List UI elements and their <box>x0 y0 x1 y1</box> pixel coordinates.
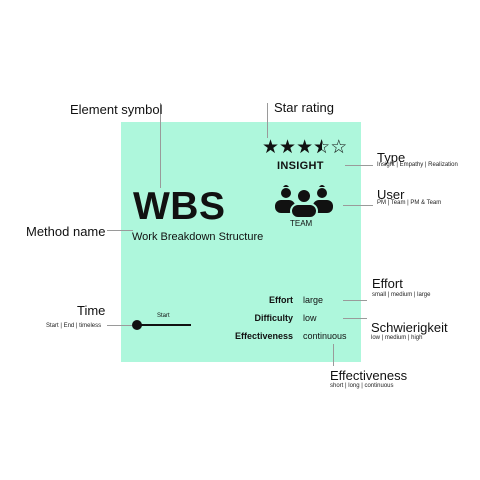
star-half-icon: ☆★ <box>313 137 331 158</box>
leader-time <box>107 325 132 326</box>
leader-difficulty <box>343 318 367 319</box>
method-card <box>121 122 361 362</box>
effort-label: Effort <box>269 295 293 305</box>
difficulty-value: low <box>303 313 317 323</box>
time-track <box>137 324 191 326</box>
effort-value: large <box>303 295 324 305</box>
effectiveness-value: continuous <box>303 331 347 341</box>
type-label: INSIGHT <box>277 160 324 172</box>
callout-difficulty: Schwierigkeit <box>371 320 448 335</box>
callout-user-options: PM | Team | PM & Team <box>377 200 442 206</box>
callout-time: Time <box>77 303 106 318</box>
callout-element-symbol: Element symbol <box>70 102 163 117</box>
leader-element-symbol <box>160 103 161 188</box>
callout-effort-options: small | medium | large <box>372 292 431 298</box>
callout-time-options: Start | End | timeless <box>46 323 102 329</box>
leader-user <box>343 205 373 206</box>
time-marker-dot <box>132 320 142 330</box>
leader-method-name <box>107 230 133 231</box>
star-full-icon: ★ <box>262 137 280 158</box>
callout-user: User <box>377 187 405 202</box>
star-rating: ★★★☆★☆ <box>262 138 347 157</box>
star-full-icon: ★ <box>296 137 314 158</box>
difficulty-label: Difficulty <box>254 313 293 323</box>
leader-star-rating <box>267 103 268 138</box>
callout-type-options: Insight | Empathy | Realization <box>377 162 458 168</box>
callout-effectiveness: Effectiveness <box>330 368 408 383</box>
team-icon <box>275 185 333 218</box>
element-symbol: WBS <box>133 185 226 228</box>
callout-effectiveness-options: short | long | continuous <box>330 383 394 389</box>
callout-effort: Effort <box>372 276 403 291</box>
callout-difficulty-options: low | medium | high <box>371 335 423 341</box>
callout-star-rating: Star rating <box>274 100 334 115</box>
effectiveness-label: Effectiveness <box>234 331 293 341</box>
leader-type <box>345 165 373 166</box>
user-label: TEAM <box>290 219 313 228</box>
leader-effectiveness <box>333 344 334 366</box>
time-start-label: Start <box>157 313 170 319</box>
method-name: Work Breakdown Structure <box>132 231 264 243</box>
star-empty-icon: ☆ <box>330 137 348 158</box>
star-full-icon: ★ <box>279 137 297 158</box>
callout-type: Type <box>377 150 406 165</box>
leader-effort <box>343 300 367 301</box>
callout-method-name: Method name <box>26 224 106 239</box>
